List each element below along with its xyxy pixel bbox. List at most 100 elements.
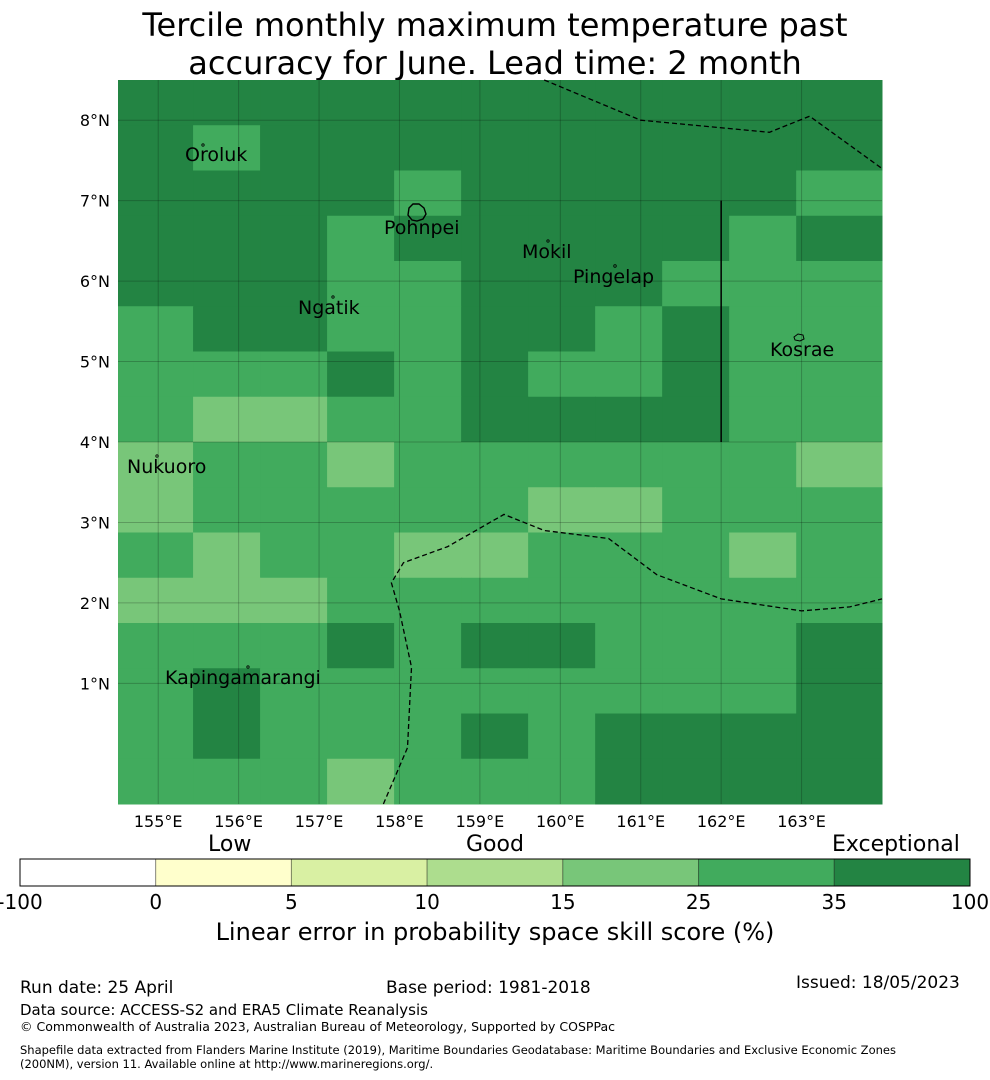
skill-cell: [729, 713, 797, 760]
skill-cell: [118, 351, 194, 398]
skill-cell: [595, 623, 663, 669]
skill-cell: [327, 261, 395, 307]
skill-cell: [260, 758, 328, 805]
skill-cell: [595, 442, 663, 488]
skill-cell: [193, 351, 261, 398]
skill-cell: [662, 170, 730, 217]
skill-cell: [260, 532, 328, 579]
eez-boundaries: [382, 79, 883, 805]
skill-cell: [662, 442, 730, 488]
skill-cell: [595, 668, 663, 714]
skill-cell: [729, 125, 797, 171]
lat-tick-label: 2°N: [80, 594, 110, 613]
skill-cell: [193, 623, 261, 669]
kosrae-island-outline: [793, 333, 805, 342]
skill-cell: [662, 261, 730, 307]
axis-ticks: 155°E 156°E 157°E 158°E 159°E 160°E 161°E 162°E…: [80, 111, 826, 831]
colorbar-swatch: [833, 858, 971, 887]
oroluk-island-outline: [201, 143, 205, 147]
skill-cell: [461, 125, 529, 171]
pingelap-island-outline: [613, 264, 617, 268]
base-period: Base period: 1981-2018: [386, 978, 591, 998]
skill-cell: [394, 442, 462, 488]
lon-tick-label: 155°E: [134, 812, 183, 831]
skill-cell: [528, 215, 596, 262]
skill-cell: [193, 758, 261, 805]
skill-cell: [260, 80, 328, 126]
skill-cell: [729, 261, 797, 307]
skill-cell: [118, 713, 194, 760]
skill-cell: [327, 623, 395, 669]
skill-cell: [662, 487, 730, 533]
skill-grid: [118, 80, 883, 805]
skill-cell: [327, 306, 395, 352]
skill-cell: [260, 125, 328, 171]
skill-cell: [327, 80, 395, 126]
skill-cell: [118, 623, 194, 669]
skill-cell: [394, 396, 462, 443]
skill-cell: [595, 306, 663, 352]
skill-cell: [118, 396, 194, 443]
issued-date: Issued: 18/05/2023: [796, 973, 960, 993]
skill-cell: [193, 396, 261, 443]
skill-cell: [796, 306, 883, 352]
island-labels: Oroluk Pohnpei Mokil Pingelap Ngatik Kos…: [127, 144, 834, 689]
skill-cell: [327, 125, 395, 171]
skill-cell: [796, 170, 883, 217]
skill-cell: [118, 668, 194, 714]
skill-cell: [528, 306, 596, 352]
skill-cell: [327, 442, 395, 488]
skill-cell: [193, 442, 261, 488]
skill-cell: [528, 261, 596, 307]
skill-cell: [260, 306, 328, 352]
skill-cell: [394, 532, 462, 579]
skill-cell: [662, 577, 730, 624]
skill-cell: [595, 125, 663, 171]
skill-cell: [327, 351, 395, 398]
skill-cell: [528, 125, 596, 171]
skill-cell: [461, 668, 529, 714]
label-pohnpei: Pohnpei: [384, 217, 460, 239]
skill-cell: [394, 713, 462, 760]
skill-cell: [118, 442, 194, 488]
skill-cell: [394, 125, 462, 171]
label-kapingamarangi: Kapingamarangi: [165, 667, 321, 689]
skill-cell: [796, 80, 883, 126]
skill-cell: [461, 396, 529, 443]
skill-cell: [394, 215, 462, 262]
skill-cell: [729, 351, 797, 398]
skill-cell: [729, 170, 797, 217]
skill-cell: [260, 623, 328, 669]
colorbar-tick-label: 0: [149, 890, 163, 914]
skill-cell: [193, 577, 261, 624]
skill-cell: [528, 713, 596, 760]
skill-cell: [193, 261, 261, 307]
label-pingelap: Pingelap: [573, 266, 654, 288]
skill-cell: [193, 306, 261, 352]
skill-cell: [528, 577, 596, 624]
skill-cell: [118, 487, 194, 533]
label-ngatik: Ngatik: [298, 297, 360, 319]
title-line-2: accuracy for June. Lead time: 2 month: [188, 44, 802, 82]
lon-tick-label: 158°E: [375, 812, 424, 831]
skill-cell: [394, 668, 462, 714]
skill-cell: [662, 623, 730, 669]
skill-cell: [461, 442, 529, 488]
skill-cell: [729, 215, 797, 262]
colorbar-tick-label: 15: [550, 890, 576, 914]
colorbar-good-label: Good: [466, 832, 524, 857]
skill-cell: [796, 668, 883, 714]
skill-cell: [461, 623, 529, 669]
eez-boundary-line: [382, 513, 883, 805]
skill-cell: [528, 668, 596, 714]
skill-cell: [729, 487, 797, 533]
skill-cell: [528, 758, 596, 805]
skill-cell: [595, 80, 663, 126]
lat-tick-label: 1°N: [80, 674, 110, 693]
skill-cell: [461, 170, 529, 217]
lon-tick-label: 160°E: [536, 812, 585, 831]
colorbar-tick-label: 100: [950, 890, 990, 914]
skill-cell: [595, 532, 663, 579]
eez-boundary-line: [543, 79, 883, 170]
skill-cell: [118, 532, 194, 579]
